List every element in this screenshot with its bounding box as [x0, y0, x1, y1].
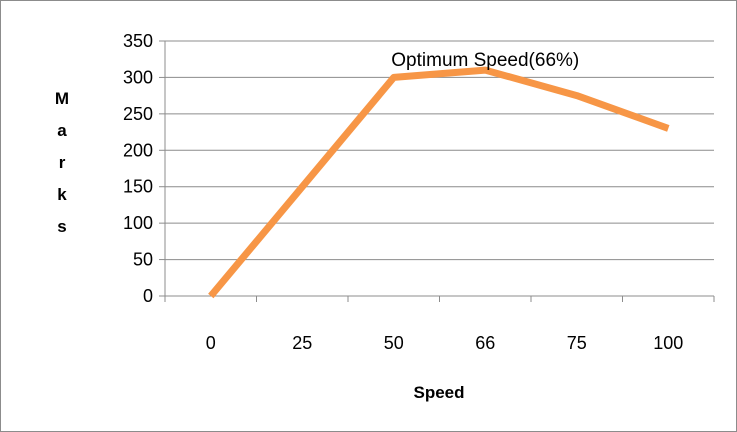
y-tick-label: 350	[123, 31, 153, 51]
y-axis-title-letter: a	[57, 121, 67, 140]
x-tick-label: 66	[475, 333, 495, 353]
y-tick-label: 0	[143, 286, 153, 306]
y-axis-title-letter: s	[57, 217, 66, 236]
y-axis-title-letter: r	[59, 153, 66, 172]
x-tick-labels: 0 25 50 66 75 100	[206, 333, 684, 353]
x-tick-label: 0	[206, 333, 216, 353]
y-tick-label: 300	[123, 67, 153, 87]
series-line	[208, 66, 670, 299]
y-axis-title-letter: k	[57, 185, 67, 204]
x-axis	[164, 41, 715, 302]
y-tick-labels: 0 50 100 150 200 250 300 350	[123, 31, 153, 306]
x-tick-label: 75	[567, 333, 587, 353]
y-axis-title-letter: M	[55, 89, 69, 108]
x-tick-label: 50	[384, 333, 404, 353]
y-tick-label: 50	[133, 250, 153, 270]
x-tick-label: 25	[292, 333, 312, 353]
optimum-speed-annotation: Optimum Speed(66%)	[391, 50, 579, 71]
y-tick-label: 100	[123, 213, 153, 233]
x-tick-label: 100	[653, 333, 683, 353]
y-tick-label: 250	[123, 104, 153, 124]
y-tick-label: 200	[123, 140, 153, 160]
x-axis-title: Speed	[413, 383, 464, 402]
y-tick-label: 150	[123, 177, 153, 197]
